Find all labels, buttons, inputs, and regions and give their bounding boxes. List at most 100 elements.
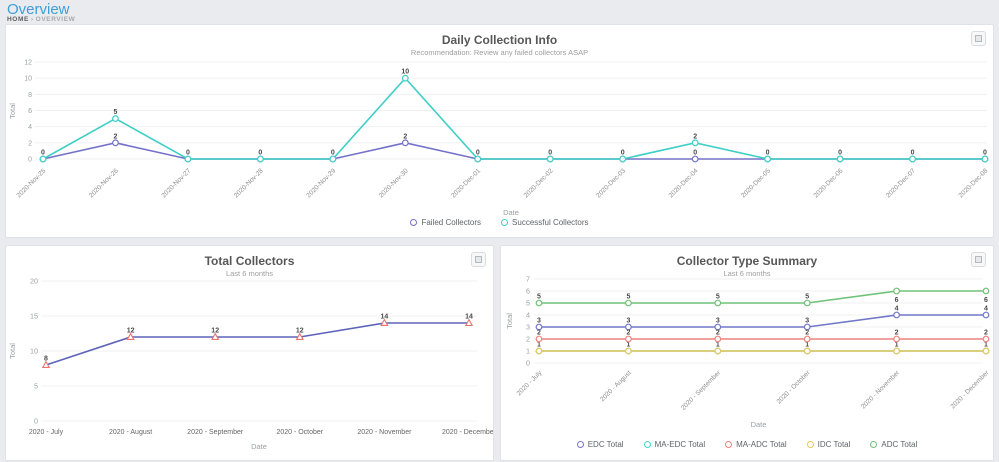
svg-text:3: 3: [626, 318, 630, 325]
svg-text:2020 - August: 2020 - August: [109, 429, 152, 436]
svg-text:Total: Total: [8, 343, 17, 359]
svg-text:5: 5: [114, 109, 118, 116]
svg-text:2: 2: [895, 330, 899, 337]
svg-text:Total: Total: [8, 103, 17, 119]
legend-item-ma-adc-total[interactable]: MA-ADC Total: [725, 440, 787, 449]
legend-swatch-icon: [807, 441, 814, 448]
total-collectors-card: 05101520Total2020 - July2020 - August202…: [5, 245, 494, 461]
svg-text:3: 3: [526, 323, 530, 332]
svg-text:2: 2: [537, 330, 541, 337]
svg-text:2020 - September: 2020 - September: [187, 429, 244, 436]
legend-item-failed-collectors[interactable]: Failed Collectors: [410, 218, 481, 227]
svg-text:1: 1: [895, 342, 899, 349]
legend-swatch-icon: [410, 219, 417, 226]
svg-text:1: 1: [716, 342, 720, 349]
svg-text:0: 0: [186, 150, 190, 157]
svg-text:6: 6: [895, 297, 899, 304]
svg-text:0: 0: [28, 157, 32, 164]
svg-text:5: 5: [526, 299, 530, 308]
svg-text:6: 6: [28, 108, 32, 115]
legend-swatch-icon: [870, 441, 877, 448]
chart-menu-button[interactable]: [971, 252, 986, 267]
svg-text:2: 2: [716, 330, 720, 337]
legend-label: MA-EDC Total: [655, 440, 706, 449]
svg-text:0: 0: [258, 150, 262, 157]
svg-text:Date: Date: [251, 442, 267, 451]
collector-type-summary-card: 01234567Total2020 - July2020 - August202…: [500, 245, 994, 461]
svg-text:2: 2: [114, 133, 118, 140]
svg-text:14: 14: [465, 314, 473, 321]
chart-subtitle: Last 6 months: [501, 269, 993, 278]
svg-text:5: 5: [626, 294, 630, 301]
legend-item-successful-collectors[interactable]: Successful Collectors: [501, 218, 588, 227]
chart-legend: Failed Collectors Successful Collectors: [6, 218, 993, 227]
daily-collection-info-card: 024681012Total2020-Nov-252020-Nov-262020…: [5, 24, 994, 238]
chart-menu-button[interactable]: [471, 252, 486, 267]
legend-item-edc-total[interactable]: EDC Total: [577, 440, 624, 449]
svg-text:5: 5: [716, 294, 720, 301]
svg-text:2020-Dec-06: 2020-Dec-06: [813, 167, 845, 199]
svg-text:2020-Dec-03: 2020-Dec-03: [595, 167, 627, 199]
collector-type-chart[interactable]: 01234567Total2020 - July2020 - August202…: [501, 246, 993, 460]
legend-label: MA-ADC Total: [736, 440, 787, 449]
legend-item-adc-total[interactable]: ADC Total: [870, 440, 917, 449]
svg-text:Date: Date: [751, 420, 767, 429]
svg-text:3: 3: [805, 318, 809, 325]
svg-text:2020 - September: 2020 - September: [680, 369, 723, 412]
svg-text:2020-Dec-02: 2020-Dec-02: [523, 167, 555, 199]
svg-text:0: 0: [766, 150, 770, 157]
svg-text:5: 5: [805, 294, 809, 301]
legend-label: ADC Total: [881, 440, 917, 449]
svg-text:12: 12: [24, 60, 32, 67]
chart-menu-icon: [475, 256, 482, 263]
svg-text:1: 1: [537, 342, 541, 349]
chart-title: Total Collectors: [6, 254, 493, 268]
legend-label: EDC Total: [588, 440, 624, 449]
legend-item-ma-edc-total[interactable]: MA-EDC Total: [644, 440, 706, 449]
svg-text:6: 6: [526, 287, 530, 296]
svg-text:5: 5: [34, 382, 38, 391]
legend-item-idc-total[interactable]: IDC Total: [807, 440, 851, 449]
svg-text:4: 4: [526, 311, 530, 320]
svg-text:6: 6: [984, 297, 988, 304]
svg-text:1: 1: [984, 342, 988, 349]
svg-text:2020 - August: 2020 - August: [599, 369, 633, 403]
breadcrumb-home-link[interactable]: HOME: [7, 16, 29, 23]
chart-subtitle: Last 6 months: [6, 269, 493, 278]
svg-text:2020 - October: 2020 - October: [276, 429, 323, 436]
svg-text:5: 5: [537, 294, 541, 301]
svg-text:10: 10: [24, 76, 32, 83]
svg-text:12: 12: [296, 328, 304, 335]
svg-text:1: 1: [626, 342, 630, 349]
svg-text:4: 4: [28, 124, 32, 131]
svg-text:0: 0: [548, 150, 552, 157]
svg-text:2: 2: [526, 335, 530, 344]
svg-text:2: 2: [805, 330, 809, 337]
svg-text:10: 10: [30, 347, 38, 356]
svg-text:12: 12: [211, 328, 219, 335]
svg-text:2020 - December: 2020 - December: [442, 429, 493, 436]
chart-menu-icon: [975, 256, 982, 263]
svg-text:2: 2: [984, 330, 988, 337]
svg-text:10: 10: [401, 69, 409, 76]
svg-text:4: 4: [984, 306, 988, 313]
svg-text:0: 0: [34, 417, 38, 426]
svg-text:0: 0: [621, 150, 625, 157]
svg-text:8: 8: [44, 356, 48, 363]
svg-text:0: 0: [476, 150, 480, 157]
svg-text:Total: Total: [505, 313, 514, 329]
chart-menu-button[interactable]: [971, 31, 986, 46]
legend-label: IDC Total: [818, 440, 851, 449]
svg-text:12: 12: [127, 328, 135, 335]
svg-text:0: 0: [693, 150, 697, 157]
chart-menu-icon: [975, 35, 982, 42]
svg-text:8: 8: [28, 92, 32, 99]
svg-text:2020 - December: 2020 - December: [949, 369, 991, 411]
svg-text:2020 - October: 2020 - October: [776, 369, 813, 406]
svg-text:0: 0: [983, 150, 987, 157]
svg-text:3: 3: [716, 318, 720, 325]
svg-text:2020 - November: 2020 - November: [860, 369, 902, 411]
svg-text:2020-Nov-26: 2020-Nov-26: [88, 167, 120, 199]
total-collectors-chart[interactable]: 05101520Total2020 - July2020 - August202…: [6, 246, 493, 460]
chart-legend: EDC Total MA-EDC Total MA-ADC Total IDC Tot…: [501, 440, 993, 449]
